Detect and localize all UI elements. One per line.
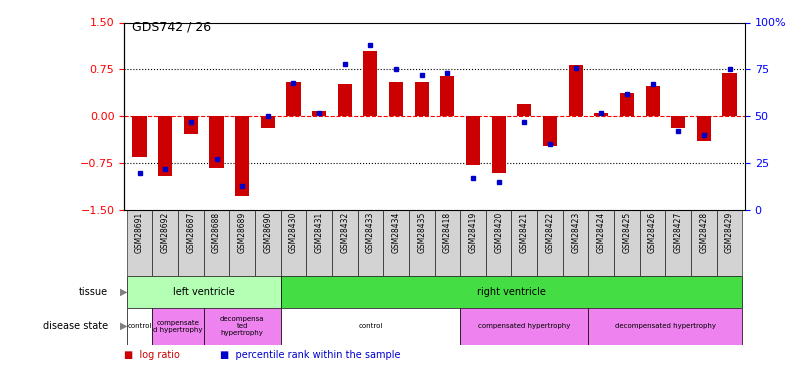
Bar (409, 210, 435, 276)
Text: tissue: tissue (79, 286, 108, 297)
Text: ■  percentile rank within the sample: ■ percentile rank within the sample (220, 351, 400, 360)
Bar (127, 308, 152, 345)
Text: GSM28689: GSM28689 (238, 212, 247, 253)
Bar (132, 116, 147, 157)
Bar (357, 210, 383, 276)
Text: disease state: disease state (43, 321, 108, 331)
Text: GSM28418: GSM28418 (443, 212, 452, 253)
Bar (203, 308, 280, 345)
Bar (671, 116, 686, 128)
Bar (543, 116, 557, 146)
Text: right ventricle: right ventricle (477, 286, 546, 297)
Text: GSM28433: GSM28433 (366, 212, 375, 254)
Text: GSM28435: GSM28435 (417, 212, 426, 254)
Bar (492, 116, 505, 172)
Text: ■  log ratio: ■ log ratio (124, 351, 180, 360)
Text: GSM28430: GSM28430 (289, 212, 298, 254)
Text: GDS742 / 26: GDS742 / 26 (132, 21, 211, 34)
Bar (415, 82, 429, 116)
Bar (589, 308, 743, 345)
Text: decompensated hypertrophy: decompensated hypertrophy (615, 323, 716, 329)
Text: GSM28424: GSM28424 (597, 212, 606, 253)
Bar (255, 210, 280, 276)
Text: GSM28421: GSM28421 (520, 212, 529, 253)
Bar (152, 308, 203, 345)
Text: ▶: ▶ (120, 321, 127, 331)
Bar (235, 116, 249, 196)
Text: GSM28422: GSM28422 (545, 212, 554, 253)
Bar (512, 210, 537, 276)
Text: GSM28434: GSM28434 (392, 212, 400, 254)
Text: GSM28432: GSM28432 (340, 212, 349, 253)
Text: GSM28425: GSM28425 (622, 212, 631, 253)
Bar (209, 116, 223, 168)
Text: decompensa
ted
hypertrophy: decompensa ted hypertrophy (220, 316, 264, 336)
Text: GSM28426: GSM28426 (648, 212, 657, 253)
Bar (306, 210, 332, 276)
Bar (338, 84, 352, 116)
Text: control: control (127, 323, 151, 329)
Bar (666, 210, 691, 276)
Bar (312, 111, 326, 116)
Bar (589, 210, 614, 276)
Bar (280, 276, 743, 308)
Text: compensate
d hypertrophy: compensate d hypertrophy (153, 320, 203, 333)
Text: GSM28429: GSM28429 (725, 212, 734, 253)
Bar (287, 82, 300, 116)
Bar (434, 210, 461, 276)
Text: GSM28692: GSM28692 (161, 212, 170, 253)
Text: left ventricle: left ventricle (173, 286, 235, 297)
Bar (261, 116, 275, 128)
Bar (280, 308, 461, 345)
Text: GSM28690: GSM28690 (264, 212, 272, 254)
Bar (364, 51, 377, 116)
Bar (158, 116, 172, 176)
Text: control: control (358, 323, 383, 329)
Text: GSM28428: GSM28428 (699, 212, 708, 253)
Text: GSM28420: GSM28420 (494, 212, 503, 253)
Bar (441, 76, 454, 116)
Text: GSM28431: GSM28431 (315, 212, 324, 253)
Text: GSM28419: GSM28419 (469, 212, 477, 253)
Text: compensated hypertrophy: compensated hypertrophy (478, 323, 570, 329)
Text: GSM28691: GSM28691 (135, 212, 144, 253)
Text: GSM28687: GSM28687 (187, 212, 195, 253)
Bar (178, 210, 203, 276)
Bar (517, 104, 531, 116)
Bar (723, 72, 737, 116)
Bar (717, 210, 743, 276)
Bar (152, 210, 178, 276)
Bar (697, 116, 711, 141)
Bar (594, 113, 608, 116)
Bar (461, 210, 486, 276)
Bar (127, 210, 152, 276)
Bar (640, 210, 666, 276)
Text: GSM28423: GSM28423 (571, 212, 580, 253)
Bar (620, 93, 634, 116)
Bar (203, 210, 229, 276)
Bar (486, 210, 512, 276)
Bar (229, 210, 255, 276)
Bar (537, 210, 563, 276)
Bar (389, 82, 403, 116)
Bar (383, 210, 409, 276)
Bar (466, 116, 480, 165)
Bar (280, 210, 306, 276)
Bar (461, 308, 589, 345)
Text: GSM28688: GSM28688 (212, 212, 221, 253)
Bar (614, 210, 640, 276)
Bar (563, 210, 589, 276)
Bar (183, 116, 198, 134)
Bar (127, 276, 280, 308)
Bar (691, 210, 717, 276)
Bar (332, 210, 357, 276)
Text: GSM28427: GSM28427 (674, 212, 682, 253)
Text: ▶: ▶ (120, 286, 127, 297)
Bar (646, 86, 660, 116)
Bar (569, 65, 582, 116)
